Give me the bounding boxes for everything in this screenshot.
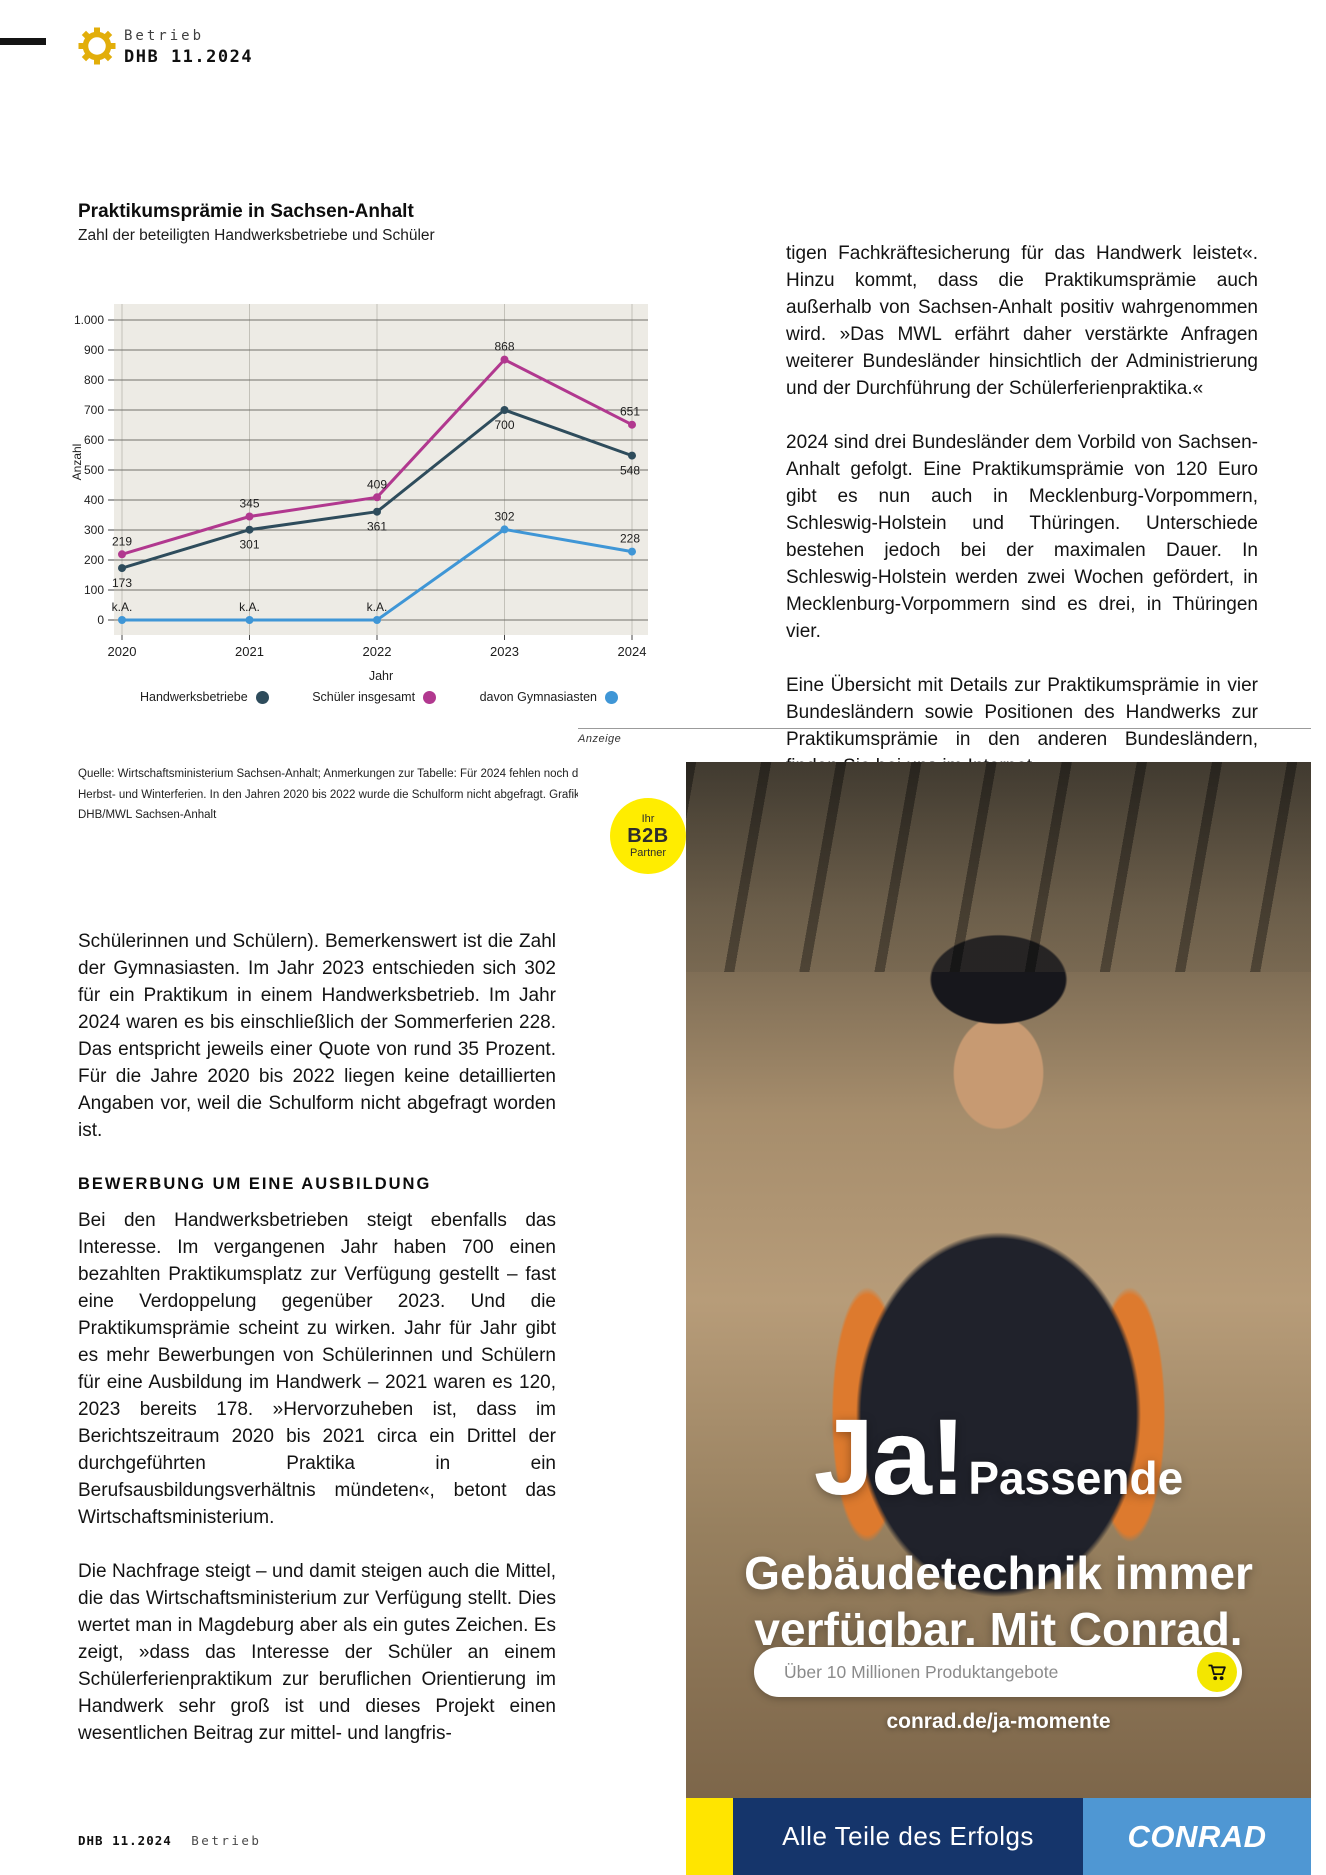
svg-text:2021: 2021 [235,644,264,659]
svg-text:173: 173 [112,576,132,590]
svg-text:0: 0 [97,613,104,627]
b2b-partner-badge: Ihr B2B Partner [610,798,686,874]
svg-text:2022: 2022 [363,644,392,659]
paragraph: tigen Fachkräftesicherung für das Handwe… [786,243,1258,399]
ad-photo-ceiling [686,762,1311,972]
paragraph: 2024 sind drei Bundesländer dem Vorbild … [786,432,1258,642]
badge-line2: B2B [627,825,669,847]
svg-text:361: 361 [367,520,387,534]
gear-icon [78,27,116,65]
svg-text:100: 100 [84,583,104,597]
chart-title: Praktikumsprämie in Sachsen-Anhalt [78,201,414,222]
svg-text:700: 700 [494,418,514,432]
svg-text:k.A.: k.A. [367,600,388,614]
ad-photo-worker [686,762,1311,1798]
conrad-advertisement: Ihr B2B Partner Ja! Passende Gebäudetech… [578,762,1311,1875]
paragraph: Schülerinnen und Schülern). Bemerkenswer… [78,931,556,1141]
svg-text:k.A.: k.A. [239,600,260,614]
article-column-left: Schülerinnen und Schülern). Bemerkenswer… [78,928,556,1774]
svg-text:400: 400 [84,493,104,507]
svg-text:900: 900 [84,343,104,357]
ad-bottom-bar: Alle Teile des Erfolgs CONRAD [686,1798,1311,1875]
ad-search-placeholder: Über 10 Millionen Produktangebote [784,1661,1059,1682]
legend-color-dot [255,690,269,704]
ad-marker-label: Anzeige [578,733,622,745]
svg-text:409: 409 [367,477,387,491]
cart-button[interactable] [1197,1652,1237,1692]
section-subheading: BEWERBUNG UM EINE AUSBILDUNG [78,1175,432,1193]
ad-headline: Ja! Passende Gebäudetechnik immer verfüg… [686,1402,1311,1657]
svg-text:500: 500 [84,463,104,477]
shopping-cart-icon [1208,1664,1226,1681]
legend-item: davon Gymnasiasten [480,690,618,704]
badge-line3: Partner [629,847,667,859]
svg-text:345: 345 [239,497,259,511]
ad-bar-yellow [686,1798,733,1875]
svg-text:800: 800 [84,373,104,387]
chart-subtitle: Zahl der beteiligten Handwerksbetriebe u… [78,227,435,244]
paragraph: Bei den Handwerksbetrieben steigt ebenfa… [78,1210,556,1528]
ad-headline-rest: Passende [968,1452,1184,1504]
page-footer: DHB 11.2024 Betrieb [78,1833,261,1848]
ad-headline-line2: Gebäudetechnik immer [744,1547,1253,1599]
svg-text:k.A.: k.A. [112,600,133,614]
ad-url-link[interactable]: conrad.de/ja-momente [886,1710,1111,1733]
masthead-issue-label: DHB 11.2024 [124,47,254,67]
footer-issue: DHB 11.2024 [78,1833,172,1848]
svg-text:Jahr: Jahr [369,669,393,683]
svg-text:700: 700 [84,403,104,417]
svg-text:300: 300 [84,523,104,537]
badge-line1: Ihr [641,812,655,825]
svg-text:228: 228 [620,532,640,546]
legend-item: Schüler insgesamt [312,690,437,704]
svg-text:600: 600 [84,433,104,447]
footer-section: Betrieb [191,1833,262,1848]
svg-text:651: 651 [620,405,640,419]
svg-text:219: 219 [112,534,132,548]
svg-text:2023: 2023 [490,644,519,659]
svg-text:548: 548 [620,464,640,478]
legend-label: Handwerksbetriebe [140,690,248,704]
legend-label: davon Gymnasiasten [479,690,597,704]
chart-legend: Handwerksbetriebe Schüler insgesamt davon … [140,690,618,704]
svg-text:2024: 2024 [618,644,647,659]
legend-label: Schüler insgesamt [312,690,416,704]
legend-color-dot [423,690,437,704]
svg-text:200: 200 [84,553,104,567]
svg-text:Anzahl: Anzahl [70,444,84,481]
masthead: Betrieb DHB 11.2024 [124,28,253,67]
svg-text:868: 868 [494,340,514,354]
ad-tagline: Alle Teile des Erfolgs [782,1821,1034,1851]
ad-bar-blue: CONRAD [1083,1798,1311,1875]
ad-divider-rule [578,728,1311,729]
legend-item: Handwerksbetriebe [140,690,269,704]
ad-search-pill[interactable]: Über 10 Millionen Produktangebote [754,1647,1242,1697]
chart-source-note: Quelle: Wirtschaftsministerium Sachsen-A… [78,768,646,822]
article-column-right: tigen Fachkräftesicherung für das Handwe… [786,240,1258,807]
page-edge-rule [0,38,46,45]
paragraph: Die Nachfrage steigt – und damit steigen… [78,1561,556,1744]
ad-headline-ja: Ja! [813,1396,966,1517]
ad-bar-navy: Alle Teile des Erfolgs [733,1798,1083,1875]
line-chart: 0 100 200 300 400 500 600 700 800 900 1.000 Anzahl J… [70,290,648,686]
conrad-logo: CONRAD [1127,1818,1267,1854]
ad-headline-line3: verfügbar. Mit Conrad. [754,1603,1243,1655]
svg-text:1.000: 1.000 [74,313,104,327]
svg-text:302: 302 [494,509,514,523]
masthead-section-label: Betrieb [124,28,205,44]
svg-text:301: 301 [239,538,259,552]
legend-color-dot [605,690,618,704]
svg-text:2020: 2020 [108,644,137,659]
